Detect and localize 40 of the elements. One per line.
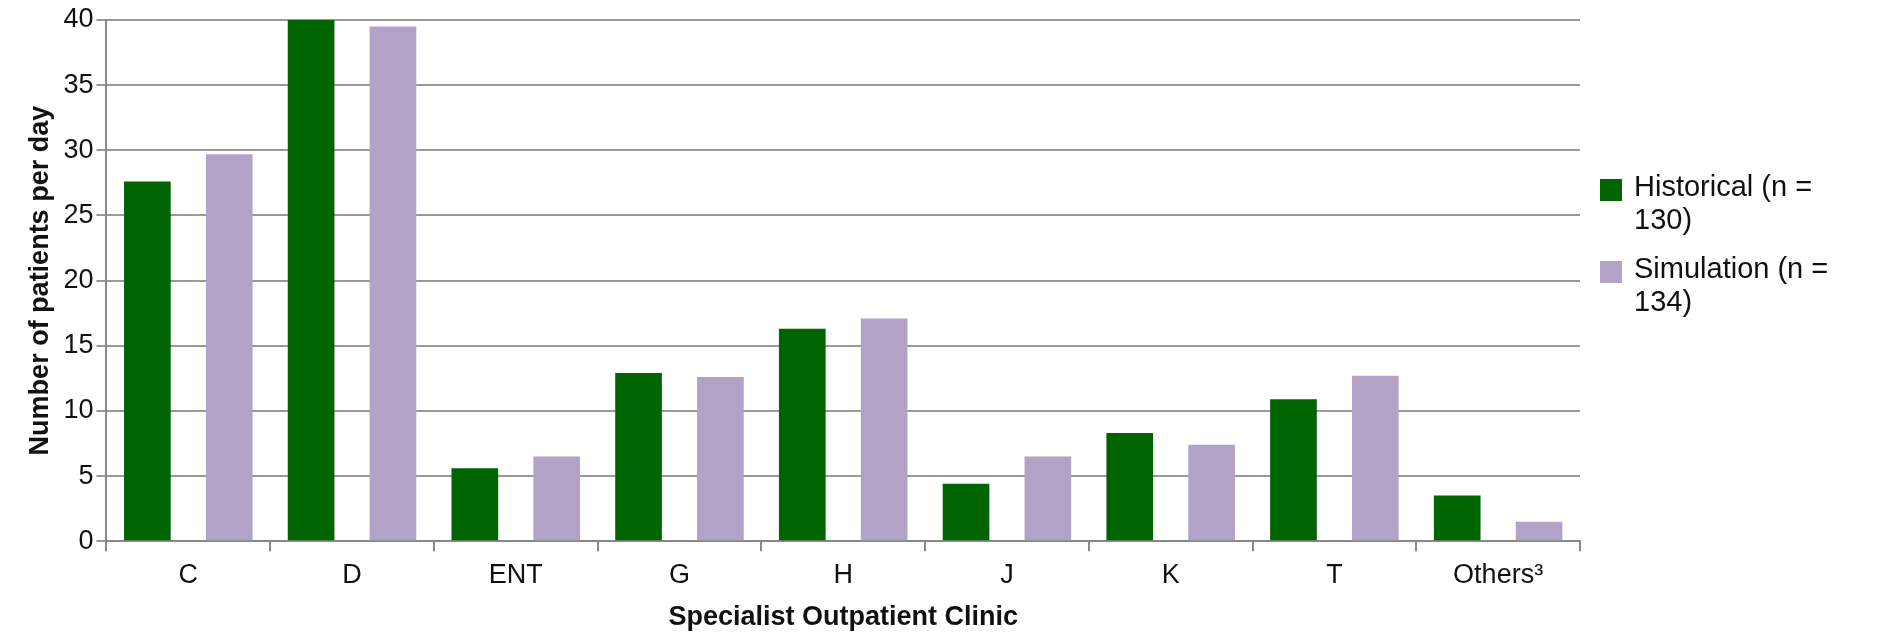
bar xyxy=(1433,495,1481,541)
y-tick-label: 10 xyxy=(63,394,94,425)
y-tick-label: 15 xyxy=(63,329,94,360)
bar xyxy=(942,483,990,541)
y-tick-label: 25 xyxy=(63,198,94,229)
bar xyxy=(697,377,744,541)
x-tick-label: T xyxy=(1326,558,1343,589)
y-tick-label: 20 xyxy=(63,264,94,295)
legend-label: Historical (n = 130) xyxy=(1634,170,1814,236)
x-tick-label: K xyxy=(1161,558,1180,589)
bar xyxy=(124,181,171,541)
x-tick-label: D xyxy=(342,558,362,589)
x-tick-label: J xyxy=(1000,558,1014,589)
bar xyxy=(778,328,826,541)
y-tick-label: 0 xyxy=(78,524,94,555)
bar xyxy=(1515,521,1563,541)
x-tick-label: Others³ xyxy=(1453,558,1544,589)
legend-label: Simulation (n = 134) xyxy=(1634,252,1830,318)
x-tick-label: C xyxy=(178,558,199,589)
bar xyxy=(1352,375,1399,541)
bar xyxy=(205,154,253,541)
x-tick-label: ENT xyxy=(488,558,543,589)
bar xyxy=(369,26,417,541)
bar xyxy=(860,318,908,541)
bar xyxy=(1106,433,1154,541)
bar xyxy=(1270,399,1317,541)
bar xyxy=(615,373,662,541)
bar xyxy=(1188,444,1235,541)
y-tick-label: 30 xyxy=(63,133,94,164)
x-tick-label: G xyxy=(668,558,690,589)
bar xyxy=(1024,456,1072,541)
y-tick-label: 35 xyxy=(63,68,94,99)
y-tick-label: 40 xyxy=(63,3,94,34)
bar xyxy=(533,456,581,541)
x-axis-title: Specialist Outpatient Clinic xyxy=(668,601,1019,632)
y-axis-title: Number of patients per day xyxy=(23,105,54,456)
bar xyxy=(287,20,335,541)
bar xyxy=(451,468,499,541)
y-tick-label: 5 xyxy=(78,459,94,490)
x-tick-label: H xyxy=(833,558,853,589)
